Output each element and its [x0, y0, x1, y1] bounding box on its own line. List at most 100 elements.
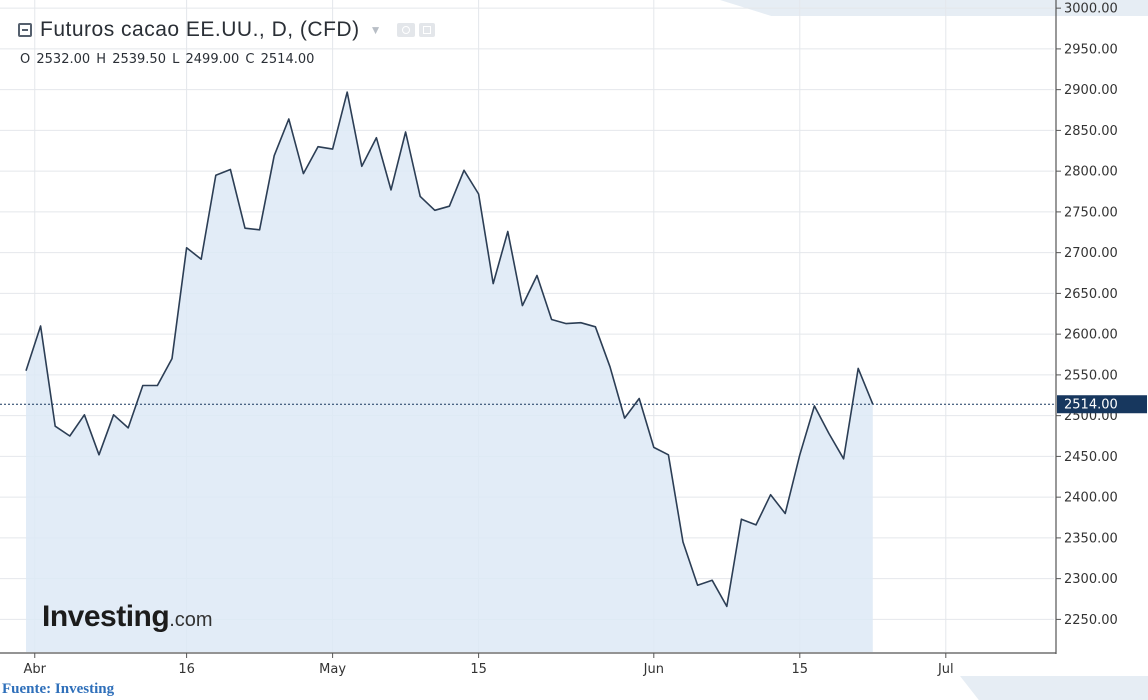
eye-icon[interactable]	[397, 23, 416, 37]
data-point[interactable]	[738, 516, 744, 522]
data-point[interactable]	[125, 425, 131, 431]
data-point[interactable]	[111, 412, 117, 418]
data-point[interactable]	[768, 492, 774, 498]
data-point[interactable]	[52, 423, 58, 429]
data-point[interactable]	[622, 415, 628, 421]
y-tick-label: 2700.00	[1064, 246, 1118, 261]
x-tick-label: May	[319, 662, 346, 676]
data-point[interactable]	[67, 433, 73, 439]
data-point[interactable]	[330, 146, 336, 152]
data-point[interactable]	[563, 321, 569, 327]
data-point[interactable]	[96, 452, 102, 458]
data-point[interactable]	[373, 135, 379, 141]
data-point[interactable]	[519, 303, 525, 309]
open-label: O	[20, 52, 31, 67]
data-point[interactable]	[242, 225, 248, 231]
chart-title: Futuros cacao EE.UU., D, (CFD)	[40, 18, 360, 41]
y-tick-label: 3000.00	[1064, 2, 1118, 17]
data-point[interactable]	[257, 227, 263, 233]
data-point[interactable]	[592, 324, 598, 330]
low-value: 2499.00	[185, 52, 240, 67]
decorative-band-bottom	[960, 676, 1148, 700]
y-tick-label: 2900.00	[1064, 83, 1118, 98]
data-point[interactable]	[695, 582, 701, 588]
data-point[interactable]	[505, 229, 511, 235]
data-point[interactable]	[578, 320, 584, 326]
data-point[interactable]	[403, 129, 409, 135]
close-value: 2514.00	[260, 52, 315, 67]
y-tick-label: 2350.00	[1064, 531, 1118, 546]
data-point[interactable]	[315, 144, 321, 150]
data-point[interactable]	[826, 431, 832, 437]
data-point[interactable]	[651, 444, 657, 450]
data-point[interactable]	[169, 356, 175, 362]
data-point[interactable]	[359, 163, 365, 169]
y-tick-label: 2300.00	[1064, 572, 1118, 587]
data-point[interactable]	[184, 245, 190, 251]
logo-suffix-text: .com	[169, 609, 213, 631]
data-point[interactable]	[534, 273, 540, 279]
data-point[interactable]	[432, 207, 438, 213]
data-point[interactable]	[388, 187, 394, 193]
data-point[interactable]	[636, 396, 642, 402]
x-tick-label: 15	[792, 662, 809, 676]
ohlc-readout: O 2532.00 H 2539.50 L 2499.00 C 2514.00	[20, 52, 316, 67]
close-label: C	[245, 52, 255, 67]
data-point[interactable]	[286, 116, 292, 122]
data-point[interactable]	[23, 368, 29, 374]
data-point[interactable]	[782, 511, 788, 517]
high-value: 2539.50	[112, 52, 166, 67]
series-line[interactable]	[25, 91, 874, 608]
y-tick-label: 2600.00	[1064, 328, 1118, 343]
source-note: Fuente: Investing	[2, 681, 115, 697]
x-tick-label: Jun	[643, 662, 664, 676]
collapse-icon[interactable]	[18, 23, 32, 37]
data-point[interactable]	[227, 167, 233, 173]
y-tick-label: 2250.00	[1064, 613, 1118, 628]
data-point[interactable]	[490, 281, 496, 287]
y-tick-label: 2450.00	[1064, 450, 1118, 465]
data-point[interactable]	[81, 412, 87, 418]
data-point[interactable]	[841, 456, 847, 462]
last-price-label: 2514.00	[1064, 398, 1118, 413]
data-point[interactable]	[140, 383, 146, 389]
low-label: L	[172, 52, 180, 67]
price-chart[interactable]: 2250.002300.002350.002400.002450.002500.…	[0, 0, 1148, 676]
data-point[interactable]	[300, 171, 306, 177]
data-point[interactable]	[213, 172, 219, 178]
y-tick-label: 2400.00	[1064, 491, 1118, 506]
data-point[interactable]	[753, 522, 759, 528]
data-point[interactable]	[797, 452, 803, 458]
data-point[interactable]	[417, 193, 423, 199]
data-point[interactable]	[446, 203, 452, 209]
last-price-tag	[1057, 395, 1147, 414]
data-point[interactable]	[607, 364, 613, 370]
data-point[interactable]	[709, 577, 715, 583]
data-point[interactable]	[38, 323, 44, 329]
x-tick-label: 15	[470, 662, 487, 676]
x-tick-label: Jul	[937, 662, 954, 676]
data-point[interactable]	[549, 317, 555, 323]
y-tick-label: 2950.00	[1064, 42, 1118, 57]
data-point[interactable]	[476, 191, 482, 197]
data-point[interactable]	[271, 153, 277, 159]
x-tick-label: 16	[178, 662, 195, 676]
data-point[interactable]	[855, 365, 861, 371]
chevron-down-icon[interactable]: ▼	[369, 23, 382, 37]
data-point[interactable]	[665, 452, 671, 458]
data-point[interactable]	[198, 256, 204, 262]
data-point[interactable]	[724, 603, 730, 609]
data-point[interactable]	[154, 383, 160, 389]
chart-header: Futuros cacao EE.UU., D, (CFD) ▼	[18, 18, 436, 42]
open-value: 2532.00	[36, 52, 91, 67]
y-tick-label: 2800.00	[1064, 165, 1118, 180]
investing-logo: Investing.com	[42, 600, 213, 634]
high-label: H	[96, 52, 107, 67]
y-tick-label: 2550.00	[1064, 368, 1118, 383]
y-tick-label: 2850.00	[1064, 124, 1118, 139]
data-point[interactable]	[680, 539, 686, 545]
data-point[interactable]	[344, 89, 350, 95]
settings-box-icon[interactable]	[419, 23, 436, 37]
data-point[interactable]	[461, 167, 467, 173]
logo-main-text: Investing	[42, 600, 170, 633]
